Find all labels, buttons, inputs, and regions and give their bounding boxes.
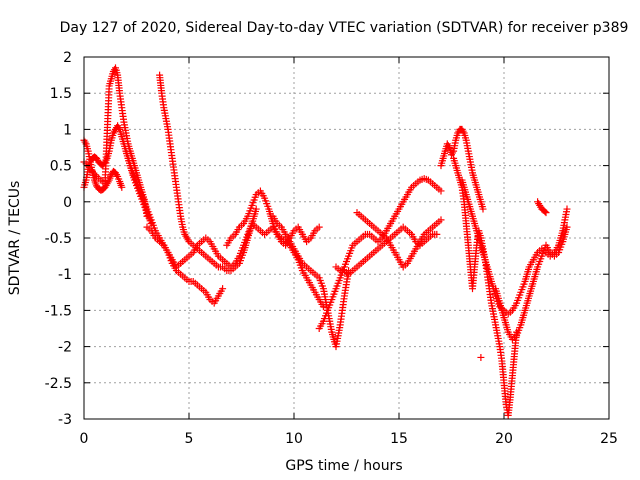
y-tick-label: -2 xyxy=(58,340,72,356)
data-point xyxy=(563,223,571,231)
x-tick-label: 0 xyxy=(80,431,89,447)
y-tick-label: 1 xyxy=(63,122,72,138)
data-point xyxy=(437,216,445,224)
x-tick-label: 5 xyxy=(185,431,194,447)
data-point xyxy=(252,205,260,213)
chart-title: Day 127 of 2020, Sidereal Day-to-day VTE… xyxy=(60,20,629,36)
y-tick-label: -0.5 xyxy=(45,231,72,247)
y-tick-label: -3 xyxy=(58,412,72,428)
y-tick-label: 0 xyxy=(63,195,72,211)
y-tick-label: -2.5 xyxy=(45,376,72,392)
x-tick-label: 25 xyxy=(600,431,618,447)
data-point xyxy=(118,183,126,191)
y-tick-label: -1.5 xyxy=(45,303,72,319)
data-point xyxy=(437,187,445,195)
x-tick-label: 10 xyxy=(285,431,303,447)
data-point xyxy=(315,223,323,231)
data-point xyxy=(563,205,571,213)
data-point xyxy=(433,230,441,238)
x-tick-label: 20 xyxy=(495,431,513,447)
data-point xyxy=(219,285,227,293)
data-point xyxy=(541,208,549,216)
data-point xyxy=(479,205,487,213)
data-point xyxy=(477,353,485,361)
axis-ticks: 0 5 10 15 20 25 -3 -2.5 -2 -1.5 -1 -0.5 0 0.5 1 1.5 2 xyxy=(45,50,618,447)
y-tick-label: 2 xyxy=(63,50,72,66)
data-points xyxy=(80,64,571,419)
y-axis-label: SDTVAR / TECUs xyxy=(7,181,23,296)
x-tick-label: 15 xyxy=(390,431,408,447)
y-tick-label: 0.5 xyxy=(50,159,72,175)
y-tick-label: 1.5 xyxy=(50,86,72,102)
data-point xyxy=(542,209,550,217)
data-point xyxy=(81,138,89,146)
x-axis-label: GPS time / hours xyxy=(285,458,402,474)
y-tick-label: -1 xyxy=(58,267,72,283)
